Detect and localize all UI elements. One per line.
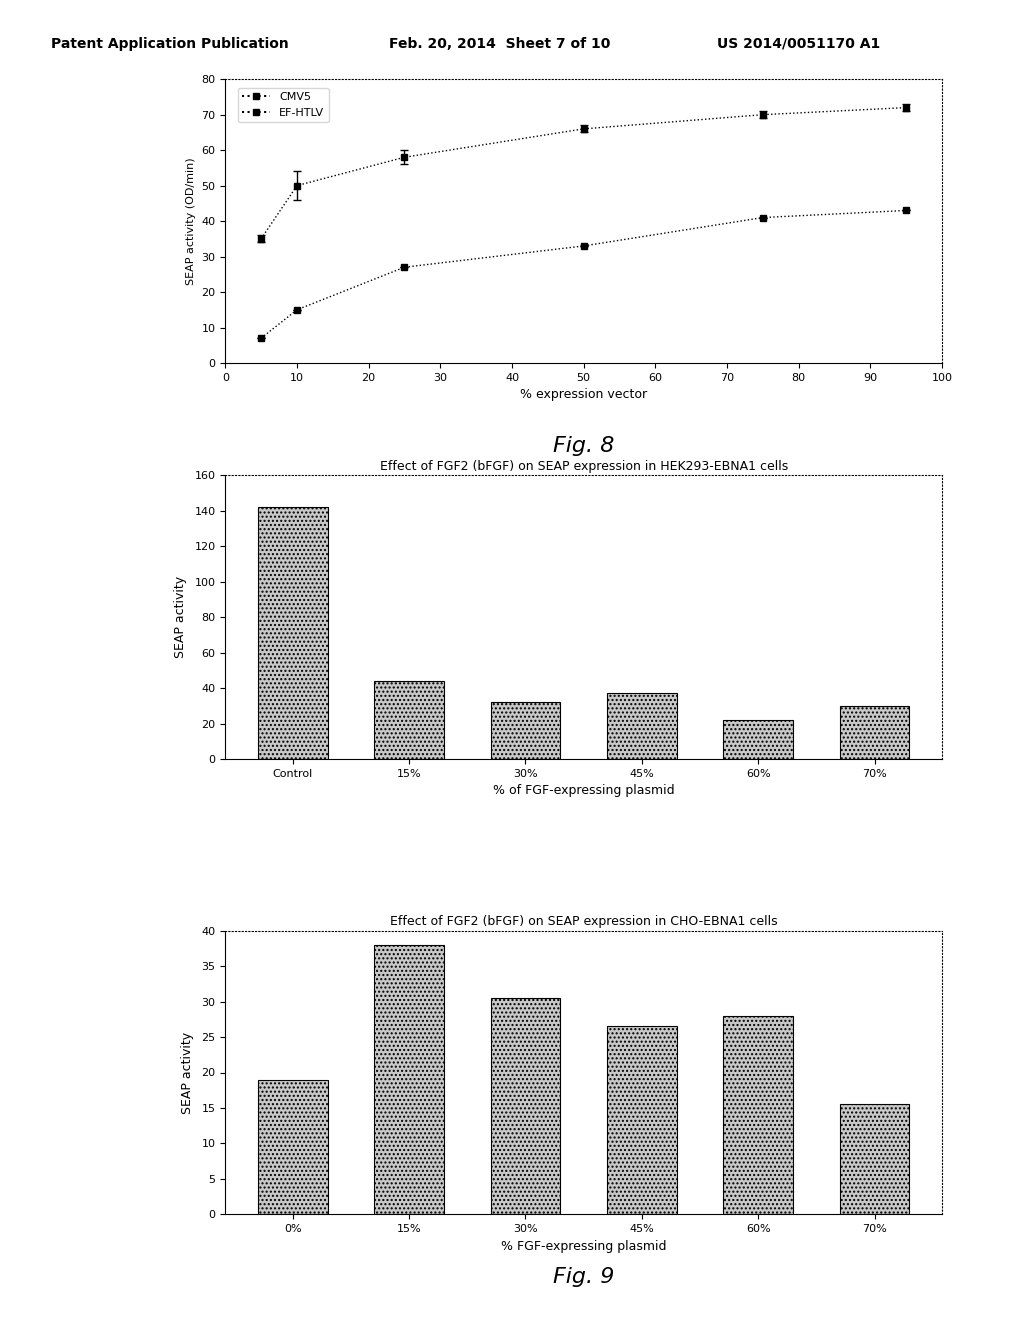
Bar	[490, 998, 560, 1214]
Bar	[607, 1027, 677, 1214]
Bar	[840, 706, 909, 759]
Bar	[840, 1105, 909, 1214]
Text: Fig. 9: Fig. 9	[553, 1267, 614, 1287]
Text: Patent Application Publication: Patent Application Publication	[51, 37, 289, 51]
Bar	[723, 719, 794, 759]
Bar	[258, 507, 328, 759]
Bar	[374, 945, 444, 1214]
Legend: CMV5, EF-HTLV: CMV5, EF-HTLV	[238, 87, 329, 121]
Bar	[258, 1080, 328, 1214]
Bar	[607, 693, 677, 759]
X-axis label: % of FGF-expressing plasmid: % of FGF-expressing plasmid	[493, 784, 675, 797]
X-axis label: % FGF-expressing plasmid: % FGF-expressing plasmid	[501, 1239, 667, 1253]
Title: Effect of FGF2 (bFGF) on SEAP expression in HEK293-EBNA1 cells: Effect of FGF2 (bFGF) on SEAP expression…	[380, 459, 787, 473]
Y-axis label: SEAP activity: SEAP activity	[181, 1031, 195, 1114]
Text: Feb. 20, 2014  Sheet 7 of 10: Feb. 20, 2014 Sheet 7 of 10	[389, 37, 610, 51]
Text: Fig. 8: Fig. 8	[553, 436, 614, 455]
Text: US 2014/0051170 A1: US 2014/0051170 A1	[717, 37, 880, 51]
Bar	[723, 1016, 794, 1214]
Bar	[490, 702, 560, 759]
Y-axis label: SEAP activity (OD/min): SEAP activity (OD/min)	[186, 157, 196, 285]
X-axis label: % expression vector: % expression vector	[520, 388, 647, 401]
Bar	[374, 681, 444, 759]
Title: Effect of FGF2 (bFGF) on SEAP expression in CHO-EBNA1 cells: Effect of FGF2 (bFGF) on SEAP expression…	[390, 915, 777, 928]
Y-axis label: SEAP activity: SEAP activity	[174, 576, 187, 659]
